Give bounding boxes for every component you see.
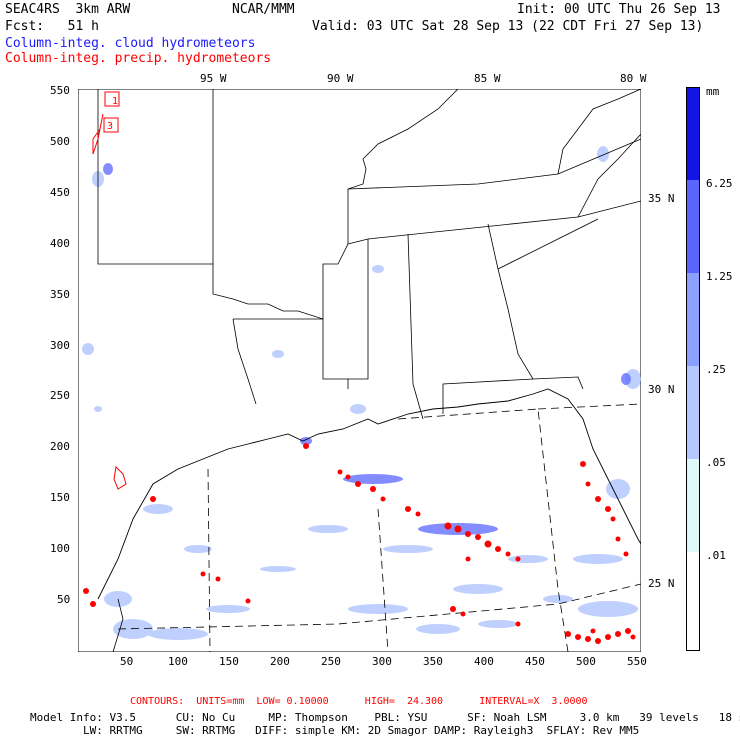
x-tick-label: 550	[627, 655, 647, 668]
contour-label: 3	[107, 121, 113, 132]
precip-cells	[83, 443, 636, 644]
mexico-coastline	[112, 598, 124, 652]
y-tick-label: 150	[50, 491, 70, 504]
colorbar-segment	[686, 366, 700, 459]
colorbar-segment	[686, 459, 700, 552]
valid-time: Valid: 03 UTC Sat 28 Sep 13 (22 CDT Fri …	[312, 19, 704, 34]
colorbar-label: 1.25	[706, 270, 733, 283]
lat-label-30n: 30 N	[648, 383, 675, 396]
y-tick-label: 550	[50, 84, 70, 97]
y-tick-label: 50	[57, 593, 71, 606]
colorbar-segment	[686, 180, 700, 273]
forecast-hour: Fcst: 51 h	[5, 19, 99, 34]
producer-label: NCAR/MMM	[232, 2, 295, 17]
colorbar-label: .05	[706, 456, 726, 469]
boundary-lines	[117, 403, 641, 652]
y-tick-label: 350	[50, 288, 70, 301]
colorbar-label: 6.25	[706, 177, 733, 190]
lon-label-90w: 90 W	[327, 72, 354, 85]
model-title: SEAC4RS 3km ARW	[5, 2, 131, 17]
precip-contours	[92, 91, 127, 490]
model-info-line2: LW: RRTMG SW: RRTMG DIFF: simple KM: 2D …	[30, 724, 640, 737]
x-tick-label: 250	[321, 655, 341, 668]
x-tick-label: 350	[423, 655, 443, 668]
x-tick-label: 100	[168, 655, 188, 668]
y-tick-label: 250	[50, 389, 70, 402]
lon-label-80w: 80 W	[620, 72, 647, 85]
precip-field-label: Column-integ. precip. hydrometeors	[5, 51, 272, 66]
model-info-line1: Model Info: V3.5 CU: No Cu MP: Thompson …	[30, 711, 740, 724]
colorbar-unit: mm	[706, 85, 720, 98]
x-tick-label: 150	[219, 655, 239, 668]
x-tick-label: 500	[576, 655, 596, 668]
init-time: Init: 00 UTC Thu 26 Sep 13	[517, 2, 721, 17]
x-tick-label: 200	[270, 655, 290, 668]
y-tick-label: 400	[50, 237, 70, 250]
y-tick-label: 300	[50, 339, 70, 352]
contour-label: 1	[112, 96, 118, 107]
lat-label-25n: 25 N	[648, 577, 675, 590]
colorbar-label: .25	[706, 363, 726, 376]
colorbar	[686, 87, 700, 651]
colorbar-label: .01	[706, 549, 726, 562]
lat-label-35n: 35 N	[648, 192, 675, 205]
y-tick-label: 100	[50, 542, 70, 555]
lon-label-95w: 95 W	[200, 72, 227, 85]
gulf-coastline	[97, 388, 641, 600]
lon-label-85w: 85 W	[474, 72, 501, 85]
colorbar-segment	[686, 87, 700, 180]
x-tick-label: 300	[372, 655, 392, 668]
colorbar-segment	[686, 552, 700, 651]
forecast-map: 1 3	[78, 89, 641, 652]
contour-info: CONTOURS: UNITS=mm LOW= 0.10000 HIGH= 24…	[130, 696, 588, 707]
y-tick-label: 500	[50, 135, 70, 148]
state-borders	[97, 89, 641, 420]
map-frame	[78, 89, 641, 652]
y-tick-label: 450	[50, 186, 70, 199]
cloud-field-label: Column-integ. cloud hydrometeors	[5, 36, 256, 51]
x-tick-label: 50	[120, 655, 134, 668]
x-tick-label: 400	[474, 655, 494, 668]
y-tick-label: 200	[50, 440, 70, 453]
colorbar-segment	[686, 273, 700, 366]
x-tick-label: 450	[525, 655, 545, 668]
